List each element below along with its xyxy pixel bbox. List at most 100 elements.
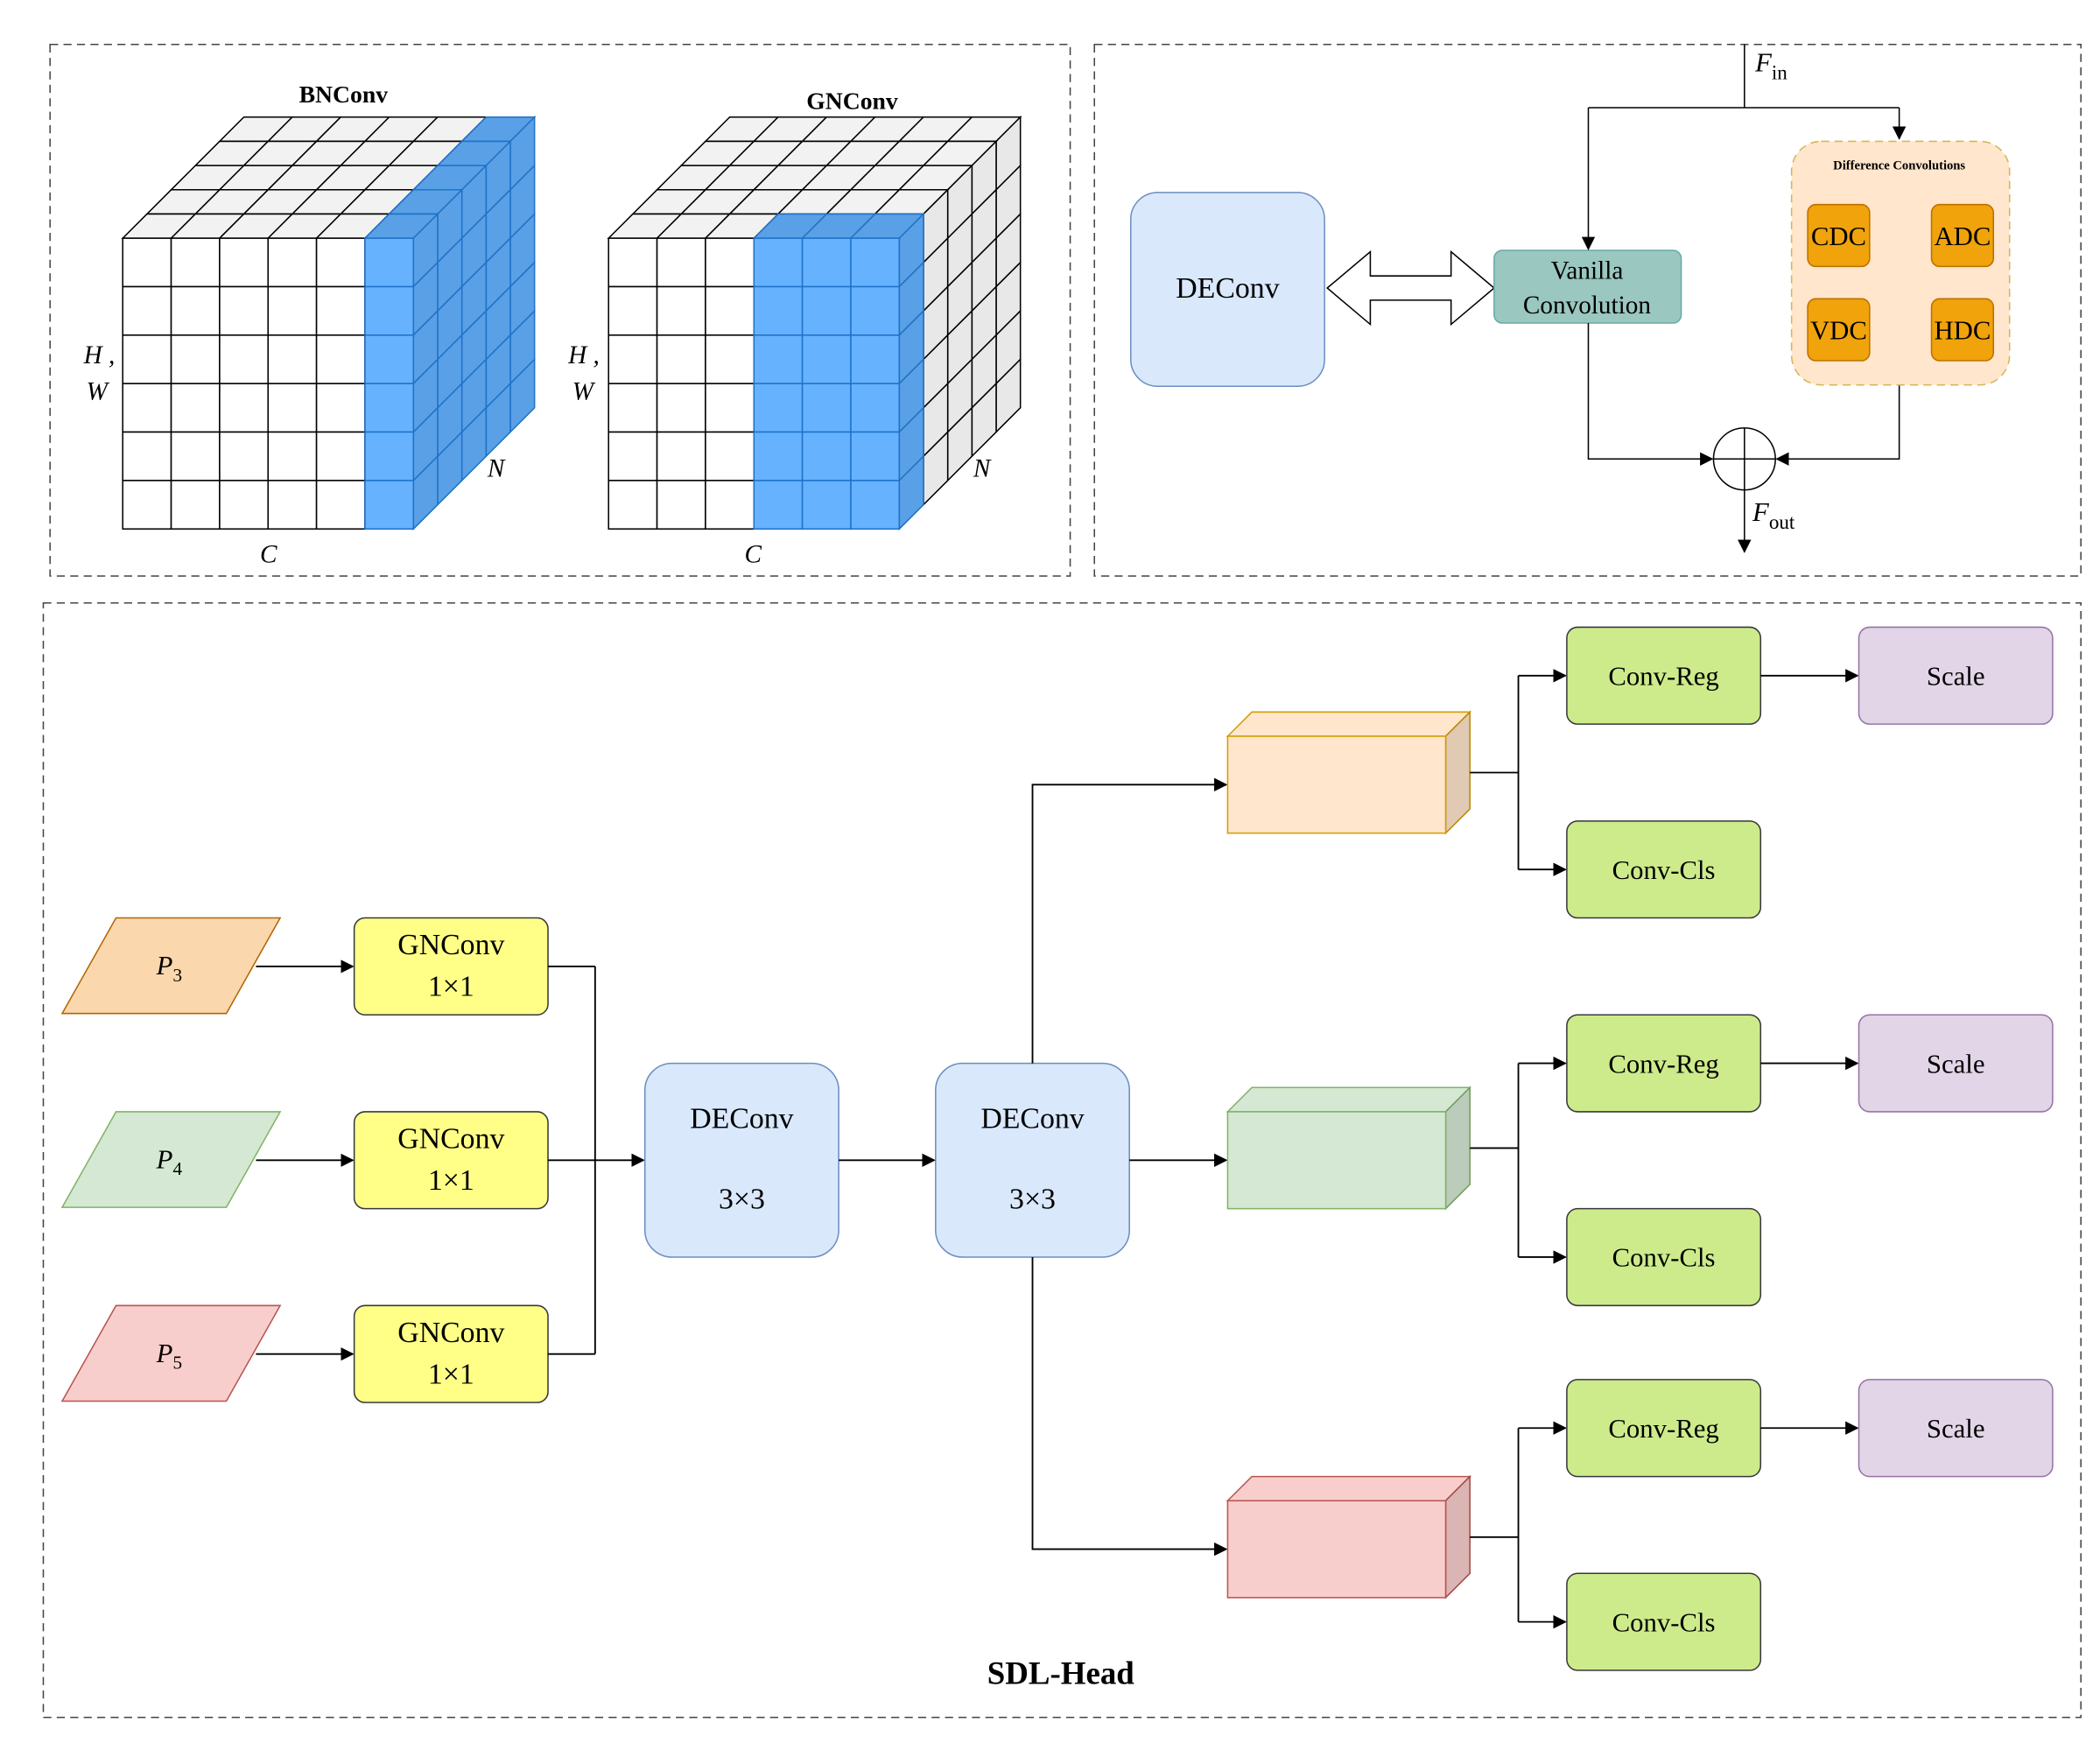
cube-front-cell (850, 383, 901, 433)
cube-front-cell (315, 285, 366, 336)
cube-front-cell (705, 237, 755, 288)
cube-front-cell (850, 334, 901, 384)
cube-front-cell (219, 383, 270, 433)
cube-front-cell (705, 480, 755, 530)
cube-front-cell (170, 334, 221, 384)
cube-front-cell (364, 383, 415, 433)
cube-front-cell (267, 431, 318, 481)
feature-map-top (1226, 711, 1472, 737)
diff-conv-cdc (1807, 203, 1871, 268)
deconv-label: DEConv (690, 1102, 793, 1135)
cube-front-cell (122, 383, 172, 433)
bn-n-label: N (487, 454, 506, 482)
kernel-label: 1×1 (428, 1164, 474, 1197)
diff-conv-label: ADC (1934, 221, 1991, 251)
kernel-label: 1×1 (428, 1359, 474, 1391)
deconv-label: DEConv (980, 1102, 1084, 1135)
cube-front-cell (364, 431, 415, 481)
cube-front-cell (267, 480, 318, 530)
feature-map-top (1226, 1086, 1472, 1113)
cube-front-cell (705, 334, 755, 384)
cube-front-cell (753, 383, 804, 433)
feature-map-2 (1226, 1111, 1447, 1210)
cube-front-cell (170, 383, 221, 433)
cube-front-cell (315, 480, 366, 530)
diff-conv-hdc (1930, 298, 1995, 362)
cube-front-cell (315, 383, 366, 433)
cube-front-cell (656, 383, 706, 433)
conv-reg-label: Conv-Reg (1608, 1049, 1718, 1079)
cube-front-cell (364, 480, 415, 530)
scale-block (1858, 1379, 2054, 1478)
gnconv-label: GNConv (397, 929, 504, 961)
deconv-panel (1093, 43, 2082, 577)
conv-cls-label: Conv-Cls (1612, 1607, 1716, 1637)
bn-h-label: H , (83, 341, 116, 369)
cube-front-cell (122, 431, 172, 481)
kernel-label: 3×3 (1009, 1184, 1056, 1216)
bn-w-label: W (87, 378, 110, 406)
input-label: P4 (156, 1145, 183, 1180)
cube-front-cell (122, 237, 172, 288)
cube-front-cell (315, 237, 366, 288)
gnconv-title: GNConv (806, 88, 898, 115)
f-in-label: Fin (1754, 47, 1787, 83)
cube-front-cell (753, 334, 804, 384)
input-p4 (60, 1111, 282, 1208)
conv-reg-label: Conv-Reg (1608, 1414, 1718, 1444)
sdl-head-title: SDL-Head (987, 1655, 1134, 1690)
cube-front-cell (364, 334, 415, 384)
cube-front-cell (608, 237, 658, 288)
cube-front-cell (801, 237, 852, 288)
cube-front-cell (608, 285, 658, 336)
cube-front-cell (122, 285, 172, 336)
cube-front-cell (801, 431, 852, 481)
cube-front-cell (656, 431, 706, 481)
gnconv-cube (607, 115, 1022, 531)
cube-front-cell (315, 334, 366, 384)
cube-front-cell (219, 480, 270, 530)
cube-front-cell (267, 285, 318, 336)
conv-cls-block (1566, 820, 1762, 919)
scale-block (1858, 1014, 2054, 1113)
kernel-label: 1×1 (428, 971, 474, 1003)
cube-front-cell (122, 480, 172, 530)
input-label: P5 (156, 1339, 183, 1374)
cube-front-cell (753, 285, 804, 336)
input-p5 (60, 1304, 282, 1402)
deconv-label: DEConv (1176, 272, 1279, 305)
sum-node (1712, 427, 1776, 491)
conv-cls-label: Conv-Cls (1612, 855, 1716, 885)
scale-label: Scale (1927, 1414, 1985, 1444)
cube-front-cell (801, 383, 852, 433)
cube-front-cell (608, 334, 658, 384)
diff-conv-label: VDC (1810, 315, 1867, 345)
cube-front-cell (705, 431, 755, 481)
cube-front-cell (219, 285, 270, 336)
bnconv-title: BNConv (299, 81, 389, 108)
cube-front-cell (656, 480, 706, 530)
bnconv-cube (121, 115, 537, 531)
vanilla-convolution-block (1493, 250, 1682, 324)
scale-block (1858, 626, 2054, 725)
connector (1031, 777, 1228, 1064)
cube-front-cell (705, 285, 755, 336)
input-p3 (60, 917, 282, 1015)
cube-front-cell (850, 285, 901, 336)
vanilla-line1: Vanilla (1551, 257, 1624, 285)
gnconv-label: GNConv (397, 1317, 504, 1349)
feature-map-top (1226, 1475, 1472, 1502)
cube-front-cell (656, 285, 706, 336)
conv-cls-block (1566, 1207, 1762, 1307)
cube-front-cell (753, 431, 804, 481)
deconv-3x3-block-2 (935, 1062, 1130, 1258)
cube-front-cell (753, 237, 804, 288)
cube-front-cell (608, 480, 658, 530)
cube-front-cell (753, 480, 804, 530)
cube-front-cell (267, 334, 318, 384)
cube-front-cell (170, 237, 221, 288)
cube-front-cell (219, 237, 270, 288)
fin-connectors (1581, 44, 1907, 553)
cube-front-cell (608, 431, 658, 481)
